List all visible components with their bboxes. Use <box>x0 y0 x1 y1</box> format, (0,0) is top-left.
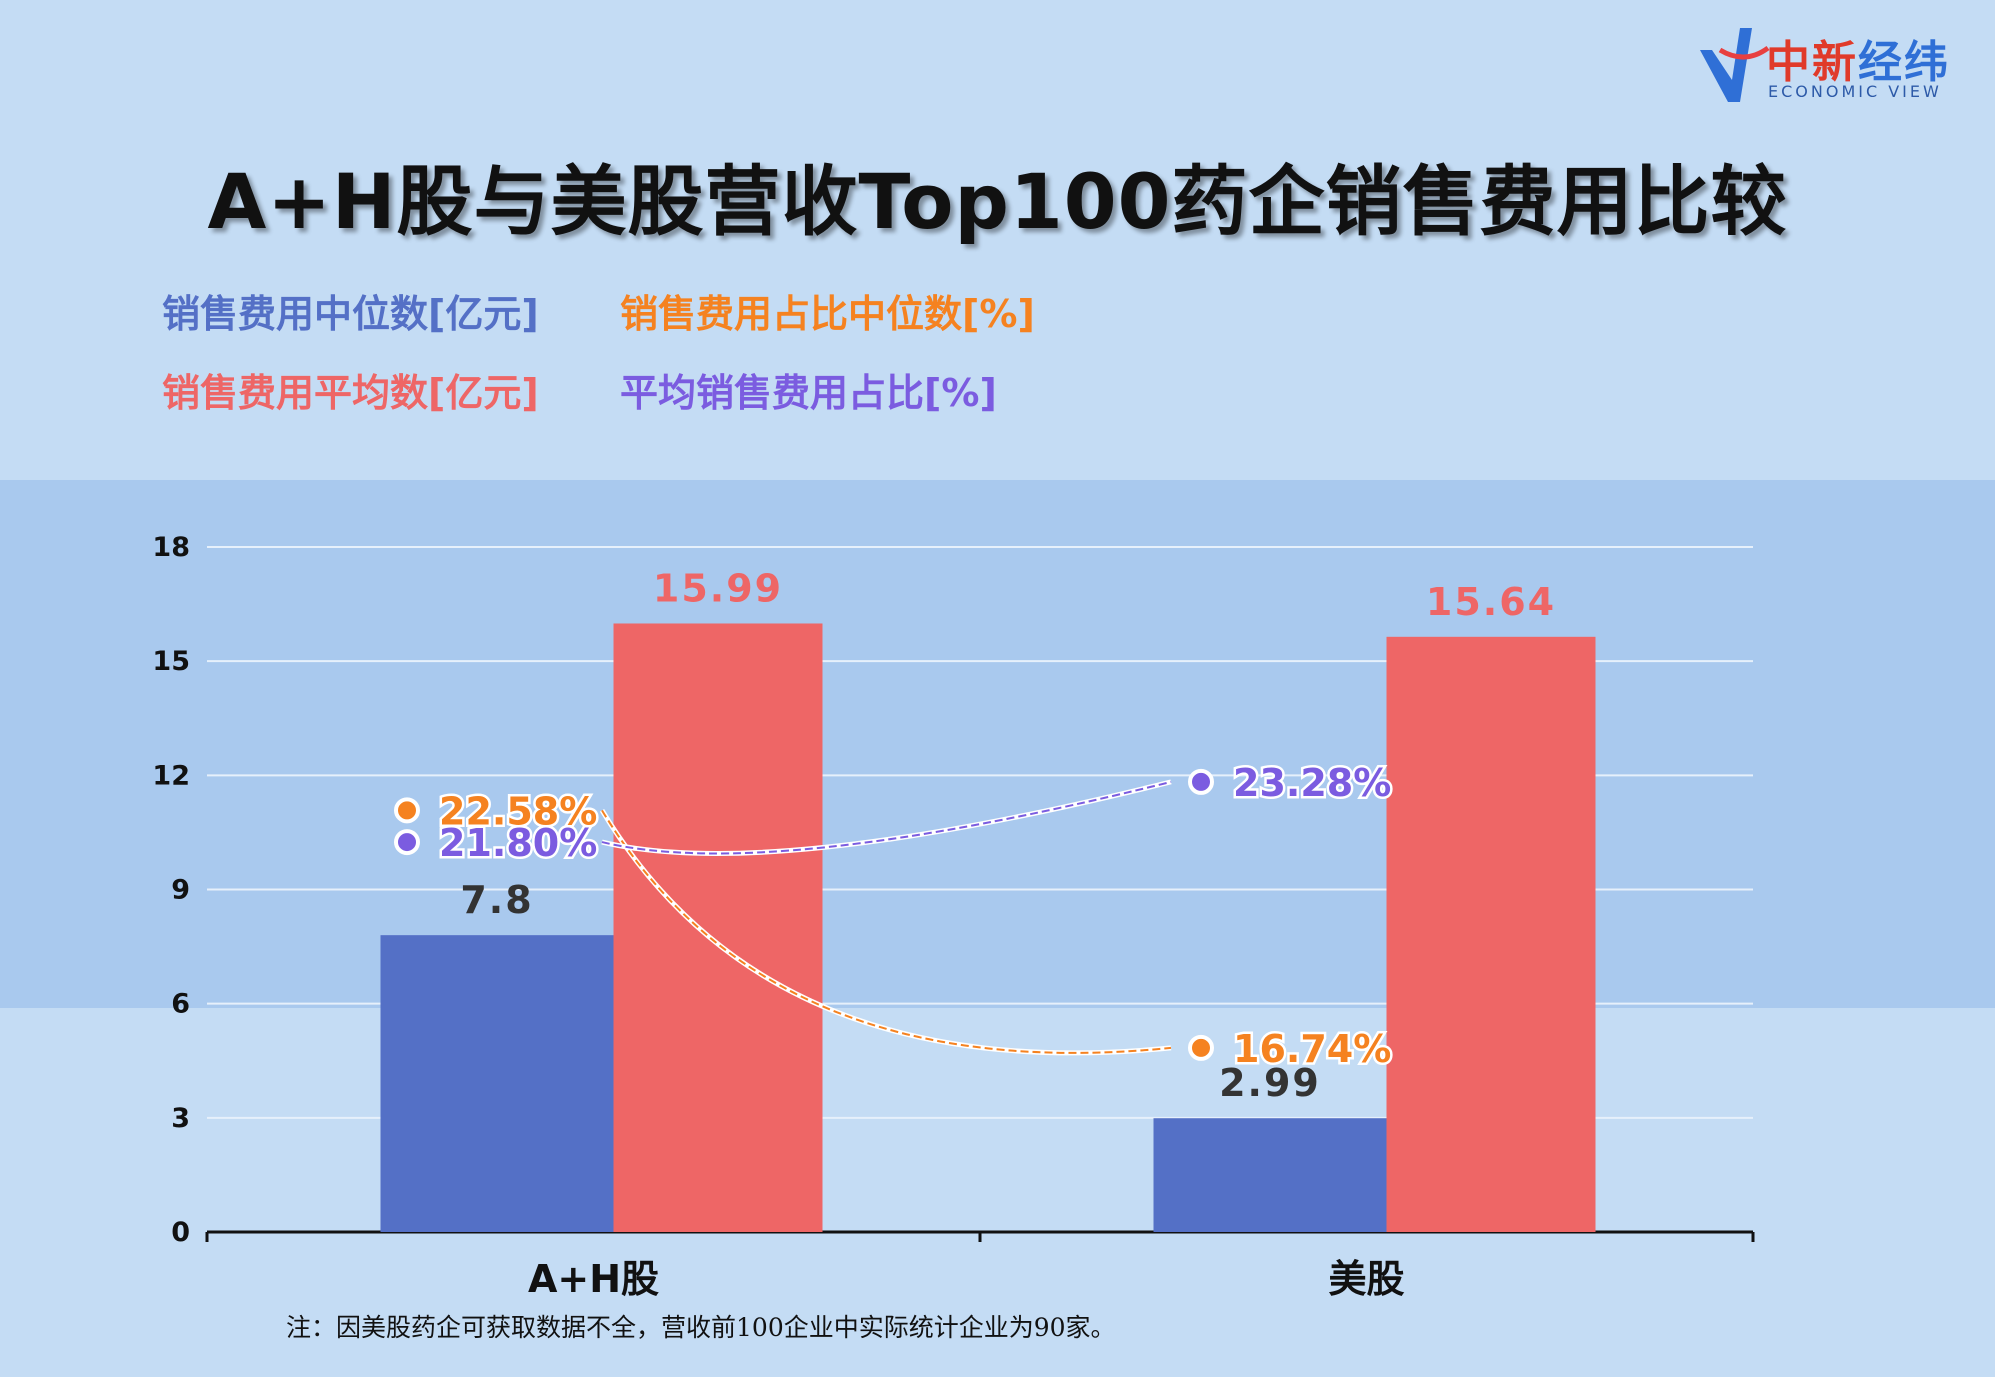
chart-title: A+H股与美股营收Top100药企销售费用比较 <box>207 157 1788 246</box>
legend-mean-ratio: 平均销售费用占比[%] <box>620 371 997 415</box>
data-point <box>1188 768 1214 795</box>
y-tick-label: 15 <box>152 646 190 677</box>
point-data-label: 21.80% <box>439 821 597 865</box>
bar-median <box>1153 1118 1387 1232</box>
x-category-label: A+H股 <box>528 1257 659 1301</box>
bar-data-label: 2.99 <box>1219 1061 1321 1105</box>
point-data-label: 16.74% <box>1233 1027 1391 1071</box>
bar-median <box>380 935 614 1232</box>
logo-subtitle: ECONOMIC VIEW <box>1768 82 1942 101</box>
bar-data-label: 15.64 <box>1426 580 1556 624</box>
bar-data-label: 7.8 <box>460 878 533 922</box>
logo-text: 中新经纬 <box>1766 37 1950 88</box>
y-tick-label: 9 <box>171 875 190 906</box>
y-tick-label: 12 <box>152 760 190 791</box>
series-curve <box>601 809 1172 1054</box>
logo-mark-icon <box>1700 28 1770 102</box>
series-curve <box>601 780 1172 855</box>
bar-mean <box>1386 636 1596 1232</box>
data-point <box>394 797 420 824</box>
data-point <box>1188 1034 1214 1061</box>
y-tick-label: 18 <box>152 532 190 563</box>
legend-mean-expense: 销售费用平均数[亿元] <box>162 371 539 415</box>
footnote: 注：因美股药企可获取数据不全，营收前100企业中实际统计企业为90家。 <box>286 1313 1116 1342</box>
y-tick-label: 6 <box>171 989 190 1020</box>
point-data-label: 22.58% <box>439 789 597 833</box>
y-tick-label: 3 <box>171 1103 190 1134</box>
point-data-label: 23.28% <box>1233 761 1391 805</box>
data-point <box>394 829 420 856</box>
legend-median-ratio: 销售费用占比中位数[%] <box>620 292 1035 336</box>
y-tick-label: 0 <box>171 1217 190 1248</box>
bar-mean <box>613 623 823 1232</box>
background-band <box>0 480 1995 1008</box>
logo: 中新经纬 ECONOMIC VIEW <box>1690 20 1950 110</box>
legend-median-expense: 销售费用中位数[亿元] <box>162 292 539 336</box>
x-category-label: 美股 <box>1328 1257 1404 1301</box>
bar-data-label: 15.99 <box>653 566 783 610</box>
